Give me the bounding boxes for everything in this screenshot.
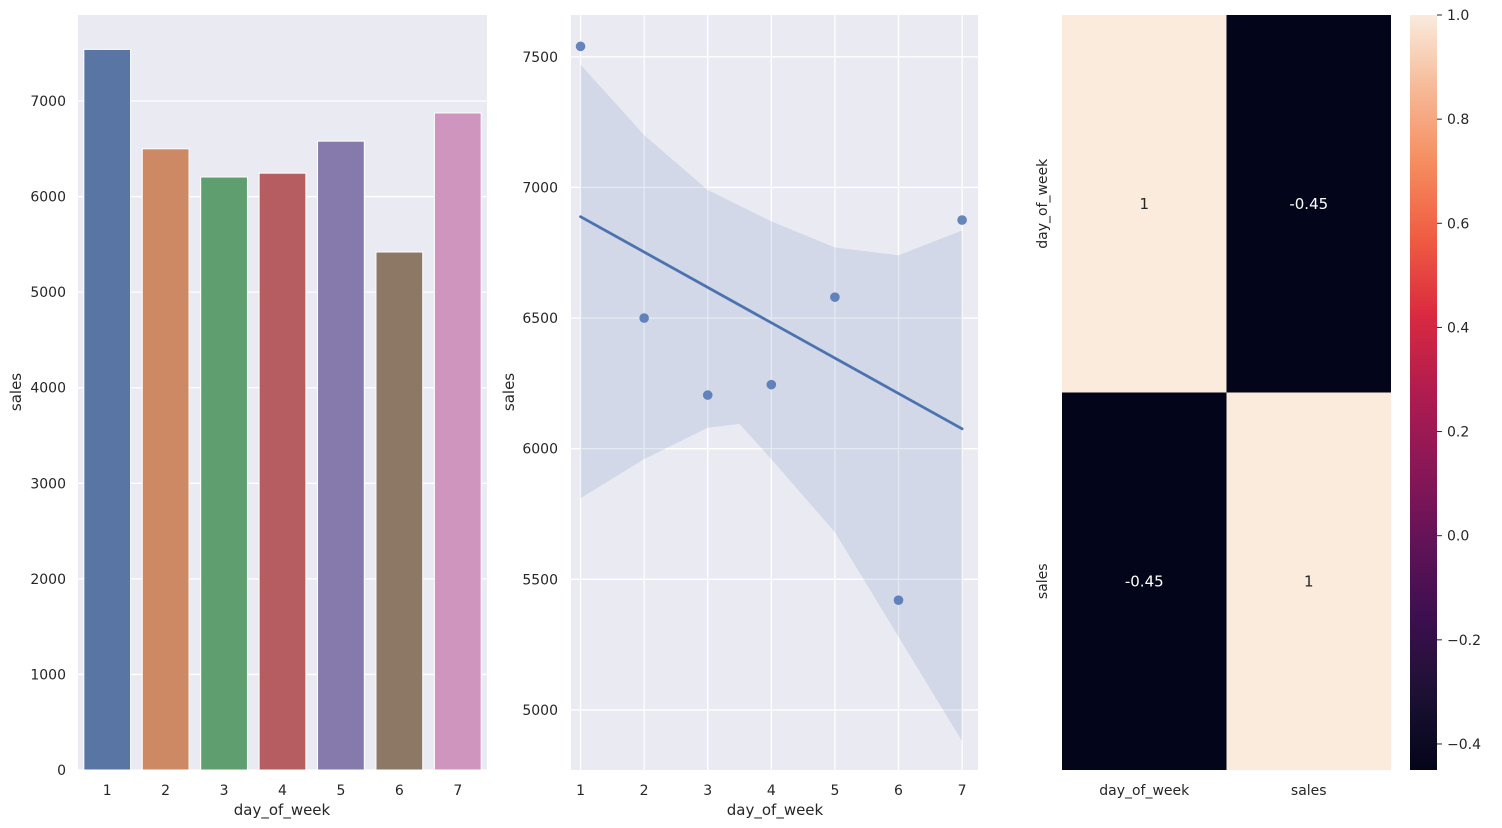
regplot-ytick-label: 6500 (522, 311, 558, 327)
regplot-ytick-label: 7000 (522, 180, 558, 196)
heatmap-annotation: -0.45 (1125, 572, 1164, 590)
colorbar-tick-label: 0.8 (1447, 112, 1469, 128)
confidence-band (580, 64, 963, 742)
bar-chart-ytick-label: 5000 (30, 285, 66, 301)
regplot-panel: 1 2 3 4 5 6 7 5000 5500 6000 6500 7000 7500 day_of_… (500, 15, 978, 820)
bar-5 (317, 140, 365, 771)
heatmap-row-label: day_of_week (1035, 158, 1051, 249)
scatter-point-4 (766, 379, 777, 390)
heatmap-col-label: day_of_week (1099, 783, 1190, 799)
regplot-xtick-label: 7 (958, 783, 967, 799)
regplot-ytick-label: 7500 (522, 50, 558, 66)
heatmap-col-label: sales (1291, 783, 1327, 799)
colorbar-tick-label: −0.4 (1447, 737, 1481, 753)
regplot-xtick-label: 6 (894, 783, 903, 799)
bar-1 (83, 48, 132, 771)
heatmap-cell-day_of_week-day_of_week (1062, 15, 1227, 393)
regplot-xlabel: day_of_week (727, 801, 824, 820)
bar-chart-xtick-label: 1 (103, 783, 112, 799)
colorbar-tick-label: 1.0 (1447, 8, 1469, 24)
colorbar-tick-label: 0.4 (1447, 320, 1469, 336)
bar-7 (433, 112, 482, 771)
bar-chart-xtick-label: 3 (220, 783, 229, 799)
regplot-xtick-label: 1 (576, 783, 585, 799)
regplot-ytick-label: 5500 (522, 572, 558, 588)
bar-chart-xtick-label: 5 (336, 783, 345, 799)
bar-3 (200, 176, 248, 771)
bar-chart-xtick-label: 2 (161, 783, 170, 799)
heatmap-annotation: 1 (1139, 195, 1149, 213)
scatter-point-6 (893, 595, 904, 605)
bar-4 (258, 172, 307, 771)
regression-line (579, 215, 964, 431)
colorbar-tick-label: 0.2 (1447, 425, 1469, 441)
colorbar-tick-label: 0.0 (1447, 529, 1469, 545)
bar-chart-xtick-label: 4 (278, 783, 287, 799)
bar-chart-ytick-label: 6000 (30, 190, 66, 206)
bar-chart-ylabel: sales (7, 373, 25, 411)
bar-chart-xtick-label: 7 (453, 783, 462, 799)
heatmap-annotation: 1 (1304, 572, 1314, 590)
heatmap-cell-sales-sales (1226, 392, 1391, 770)
bar-chart-panel: 1 2 3 4 5 6 7 0 1000 2000 3000 4000 5000 6000 7000 da… (7, 15, 487, 820)
bar-2 (141, 148, 190, 771)
regplot-ytick-label: 5000 (522, 703, 558, 719)
bar-chart-xtick-label: 6 (395, 783, 404, 799)
scatter-point-3 (702, 390, 713, 400)
scatter-point-7 (957, 215, 967, 225)
scatter-point-5 (830, 292, 840, 302)
bar-chart-xlabel: day_of_week (234, 801, 331, 820)
colorbar (1410, 15, 1437, 770)
heatmap-panel: 1 -0.45-0.45 1 day_of_week sales day_of_wee… (1035, 8, 1481, 799)
colorbar-tick-label: 0.6 (1447, 216, 1469, 232)
heatmap-cell-sales-day_of_week (1062, 392, 1227, 770)
bar-chart-ytick-label: 0 (57, 763, 66, 779)
regplot-xtick-label: 2 (640, 783, 649, 799)
scatter-point-1 (575, 41, 586, 52)
heatmap-annotation: -0.45 (1289, 195, 1328, 213)
regplot-ytick-label: 6000 (522, 442, 558, 458)
regplot-xtick-label: 5 (830, 783, 839, 799)
bar-chart-ytick-label: 2000 (30, 572, 66, 588)
colorbar-tick-label: −0.2 (1447, 633, 1481, 649)
heatmap-cell-day_of_week-sales (1226, 15, 1391, 393)
bar-chart-ytick-label: 4000 (30, 381, 66, 397)
regplot-xtick-label: 4 (767, 783, 776, 799)
bar-6 (375, 251, 424, 771)
heatmap-row-label: sales (1035, 563, 1051, 599)
bar-chart-ytick-label: 3000 (30, 476, 66, 492)
regplot-background (571, 15, 978, 770)
bar-chart-ytick-label: 1000 (30, 667, 66, 683)
scatter-point-2 (639, 313, 649, 323)
bar-chart-ytick-label: 7000 (30, 94, 66, 110)
regplot-xtick-label: 3 (703, 783, 712, 799)
regplot-ylabel: sales (500, 373, 518, 411)
